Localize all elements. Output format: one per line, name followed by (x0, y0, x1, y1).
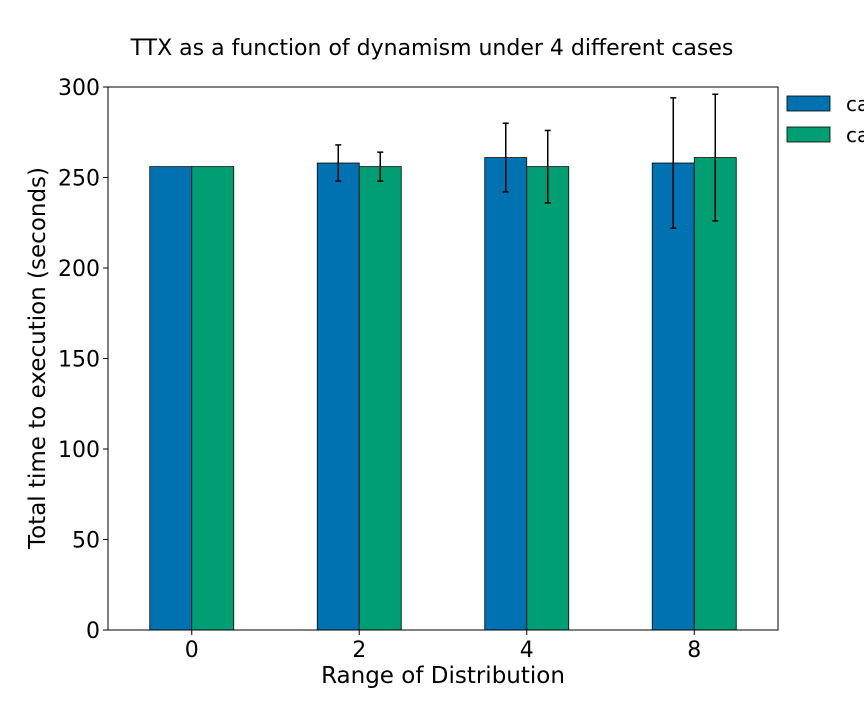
legend-swatch-series-2 (786, 126, 831, 143)
bars-layer (149, 157, 737, 631)
x-tick-label: 8 (687, 638, 701, 663)
bar-series-2-cat-8 (693, 157, 737, 631)
bar-series-1-cat-8 (651, 162, 695, 631)
y-tick-label: 250 (58, 167, 100, 192)
legend-label-series-1: ca (846, 92, 864, 116)
bar-series-1-cat-2 (316, 162, 360, 631)
legend: ca ca (786, 92, 864, 147)
legend-label-series-2: ca (846, 123, 864, 147)
bar-series-2-cat-0 (191, 166, 235, 631)
y-tick-label: 100 (58, 438, 100, 463)
bar-series-2-cat-2 (358, 166, 402, 631)
x-axis-label: Range of Distribution (321, 663, 565, 689)
y-tick-label: 300 (58, 76, 100, 101)
error-bar-series-1-cat-4 (502, 122, 509, 193)
bar-series-1-cat-4 (484, 157, 528, 631)
x-tick-label: 4 (520, 638, 534, 663)
legend-swatch-series-1 (786, 95, 831, 112)
y-tick-label: 150 (58, 348, 100, 373)
y-axis: 0 50 100 150 200 250 300 (58, 76, 108, 644)
error-bars-layer (335, 93, 719, 229)
y-tick-label: 0 (86, 619, 100, 644)
x-axis: 0 2 4 8 (185, 630, 701, 663)
y-axis-label: Total time to execution (seconds) (25, 167, 51, 550)
x-tick-label: 0 (185, 638, 199, 663)
bar-series-2-cat-4 (526, 166, 570, 631)
bar-series-1-cat-0 (149, 166, 193, 631)
chart-title: TTX as a function of dynamism under 4 di… (130, 36, 734, 61)
error-bar-series-2-cat-8 (712, 93, 719, 222)
error-bar-series-2-cat-2 (377, 151, 384, 182)
error-bar-series-1-cat-2 (335, 144, 342, 182)
y-tick-label: 50 (72, 529, 100, 554)
x-tick-label: 2 (352, 638, 366, 663)
y-tick-label: 200 (58, 257, 100, 282)
error-bar-series-1-cat-8 (670, 97, 677, 229)
error-bar-series-2-cat-4 (544, 129, 551, 204)
